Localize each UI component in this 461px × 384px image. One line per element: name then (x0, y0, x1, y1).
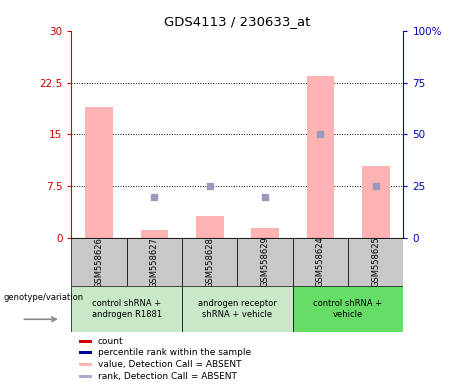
Text: GSM558629: GSM558629 (260, 237, 270, 288)
Bar (79, 340, 92, 343)
Bar (141, 230, 168, 238)
Text: GSM558625: GSM558625 (371, 237, 380, 288)
Bar (348, 238, 403, 286)
Text: value, Detection Call = ABSENT: value, Detection Call = ABSENT (98, 360, 242, 369)
Text: GSM558626: GSM558626 (95, 237, 104, 288)
Bar (293, 286, 403, 332)
Bar (71, 286, 182, 332)
Text: count: count (98, 337, 124, 346)
Bar (251, 228, 279, 238)
Bar (237, 238, 293, 286)
Bar (79, 363, 92, 366)
Bar (71, 238, 127, 286)
Bar (362, 166, 390, 238)
Bar (79, 375, 92, 378)
Text: genotype/variation: genotype/variation (4, 293, 84, 302)
Title: GDS4113 / 230633_at: GDS4113 / 230633_at (164, 15, 311, 28)
Text: GSM558628: GSM558628 (205, 237, 214, 288)
Text: rank, Detection Call = ABSENT: rank, Detection Call = ABSENT (98, 372, 237, 381)
Bar (307, 76, 334, 238)
Bar (196, 216, 224, 238)
Text: control shRNA +
androgen R1881: control shRNA + androgen R1881 (92, 300, 162, 319)
Bar (79, 351, 92, 354)
Text: androgen receptor
shRNA + vehicle: androgen receptor shRNA + vehicle (198, 300, 277, 319)
Bar (182, 238, 237, 286)
Text: GSM558624: GSM558624 (316, 237, 325, 288)
Text: GSM558627: GSM558627 (150, 237, 159, 288)
Bar (293, 238, 348, 286)
Bar (85, 107, 113, 238)
Bar (127, 238, 182, 286)
Text: percentile rank within the sample: percentile rank within the sample (98, 348, 251, 358)
Bar (182, 286, 293, 332)
Text: control shRNA +
vehicle: control shRNA + vehicle (313, 300, 383, 319)
